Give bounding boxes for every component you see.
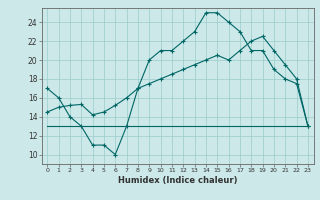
X-axis label: Humidex (Indice chaleur): Humidex (Indice chaleur): [118, 176, 237, 185]
